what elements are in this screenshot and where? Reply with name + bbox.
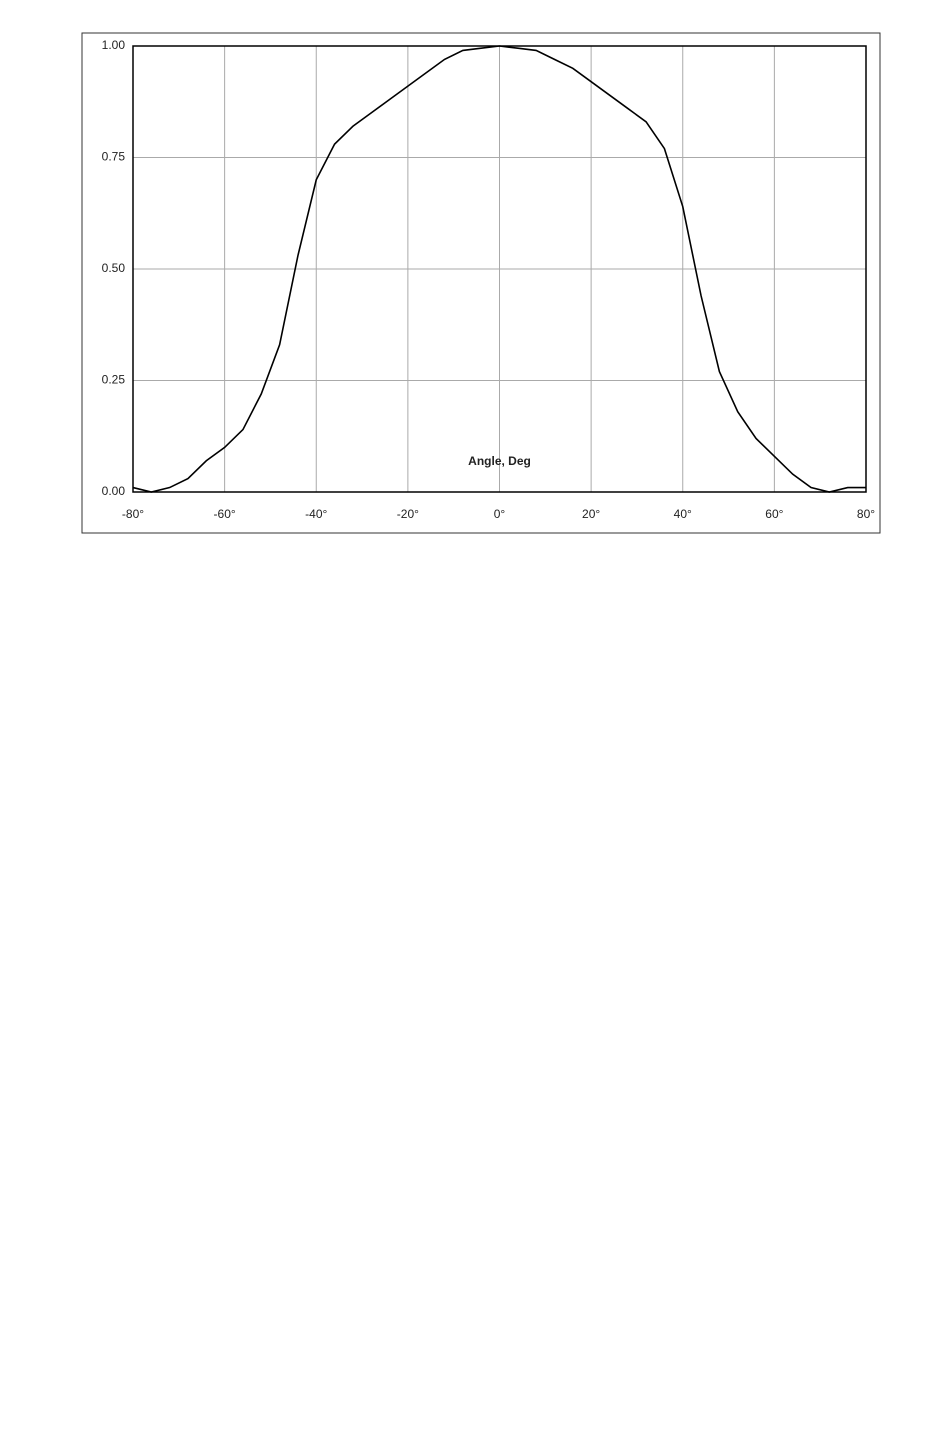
y-tick-label: 1.00 xyxy=(102,38,126,52)
x-tick-label: -80° xyxy=(122,507,144,521)
x-tick-label: -60° xyxy=(214,507,236,521)
y-tick-label: 0.00 xyxy=(102,484,126,498)
y-tick-label: 0.25 xyxy=(102,373,126,387)
x-tick-label: 80° xyxy=(857,507,875,521)
x-axis-label: Angle, Deg xyxy=(468,454,531,468)
chart-frame xyxy=(81,32,881,534)
x-tick-label: -20° xyxy=(397,507,419,521)
y-tick-label: 0.50 xyxy=(102,261,126,275)
x-tick-label: 0° xyxy=(494,507,506,521)
x-tick-label: 40° xyxy=(674,507,692,521)
x-tick-label: -40° xyxy=(305,507,327,521)
data-line xyxy=(132,45,866,493)
x-tick-label: 60° xyxy=(765,507,783,521)
x-tick-label: 20° xyxy=(582,507,600,521)
y-tick-label: 0.75 xyxy=(102,150,126,164)
